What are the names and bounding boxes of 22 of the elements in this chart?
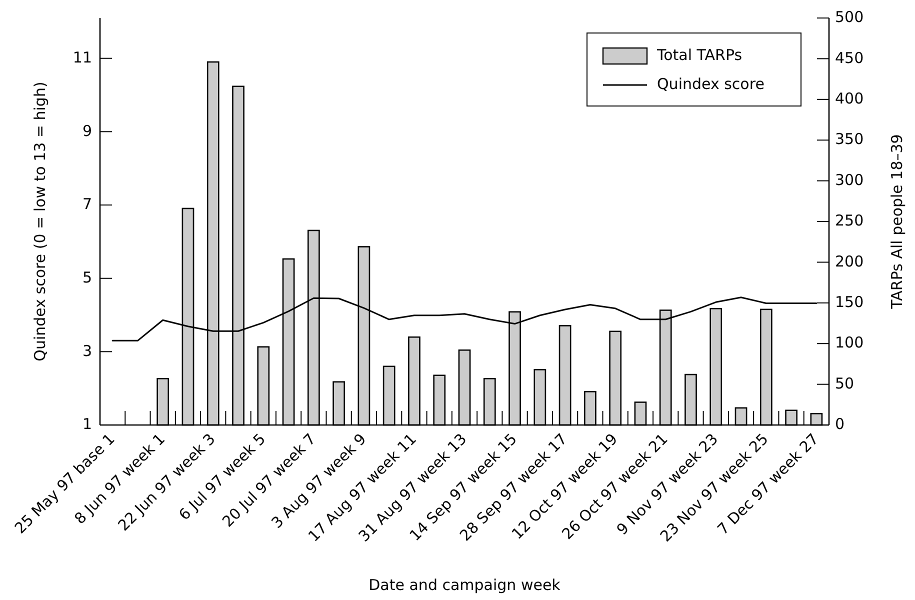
y-tick-label: 7 (82, 195, 92, 214)
y2-tick-label: 500 (835, 8, 864, 26)
y2-tick-label: 0 (835, 415, 845, 434)
y-tick-label: 9 (82, 122, 92, 140)
y2-tick-label: 300 (835, 170, 864, 189)
y2-tick-label: 400 (835, 89, 864, 108)
y2-tick-label: 100 (835, 334, 864, 352)
legend-label: Quindex score (657, 75, 764, 94)
x-axis-title: Date and campaign week (368, 576, 561, 594)
y-axis-title: Quindex score (0 = low to 13 = high) (31, 82, 49, 362)
y2-tick-label: 150 (835, 292, 864, 312)
y2-tick-label: 250 (835, 212, 864, 230)
y-tick-label: 5 (82, 268, 92, 286)
y2-tick-label: 450 (835, 48, 864, 67)
y2-axis-title: TARPs All people 18–39 (888, 134, 906, 310)
y2-tick-label: 350 (835, 130, 864, 148)
legend-label: Total TARPs (656, 46, 742, 64)
y-tick-label: 11 (72, 48, 92, 66)
y2-tick-label: 200 (835, 252, 864, 270)
y-tick-label: 3 (82, 342, 92, 360)
y2-tick-label: 50 (835, 374, 854, 392)
y-tick-label: 1 (82, 415, 92, 434)
